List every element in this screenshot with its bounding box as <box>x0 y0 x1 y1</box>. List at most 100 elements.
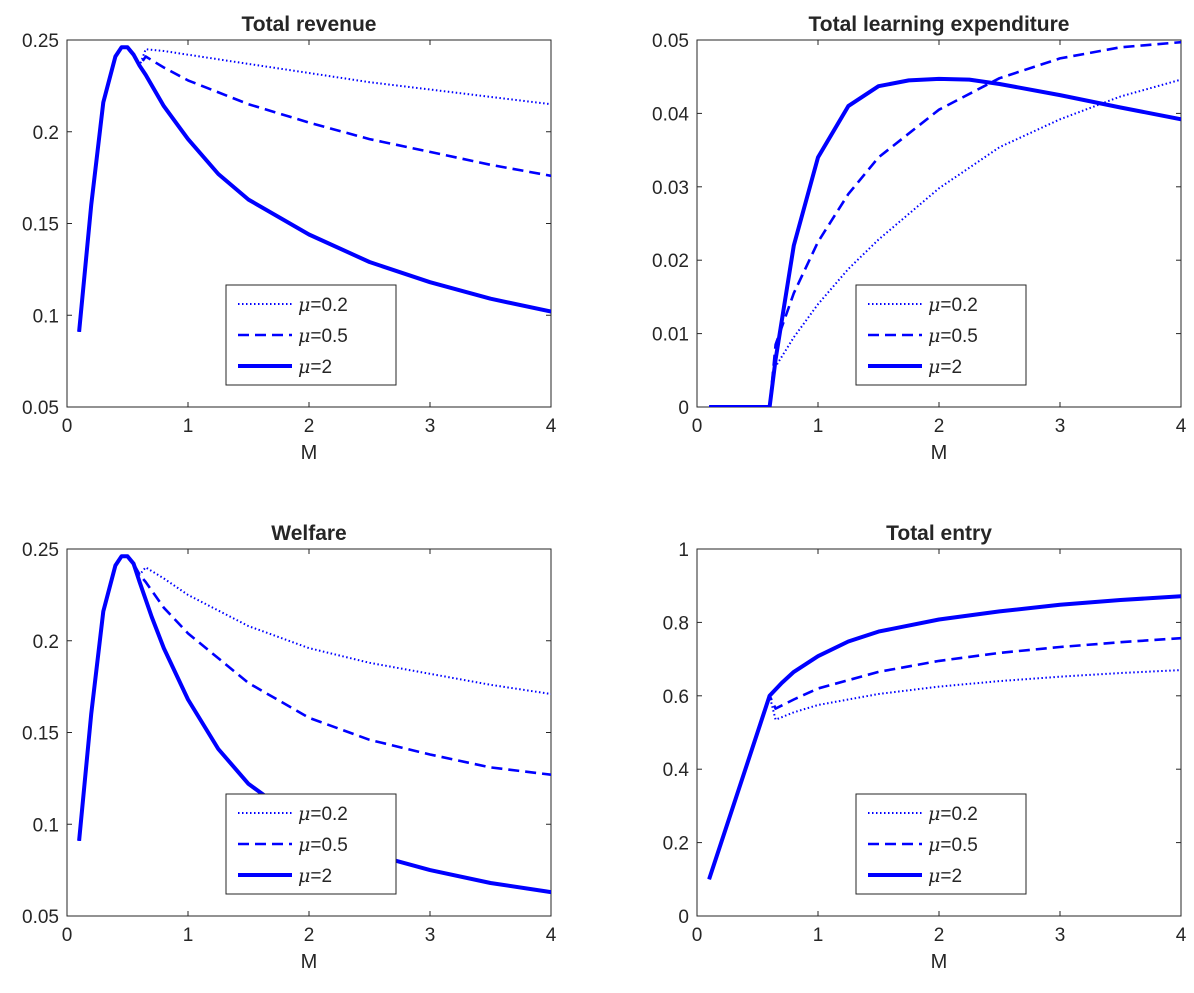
legend-series-name: =0.5 <box>310 326 348 347</box>
legend-mu-symbol: μ <box>298 294 310 316</box>
legend-mu-symbol: μ <box>298 865 310 887</box>
y-tick-label: 0.8 <box>663 613 689 634</box>
legend-mu-symbol: μ <box>928 294 940 316</box>
legend-mu-symbol: μ <box>928 356 940 378</box>
x-tick-label: 4 <box>1176 416 1187 437</box>
y-tick-label: 0.1 <box>33 815 59 836</box>
legend-entry: μ=0.2 <box>928 803 978 825</box>
y-tick-label: 0.15 <box>22 724 59 745</box>
y-tick-label: 0.04 <box>652 104 689 125</box>
y-tick-label: 0.05 <box>652 31 689 52</box>
x-tick-label: 2 <box>934 416 945 437</box>
chart-title: Welfare <box>271 522 346 545</box>
legend-mu-symbol: μ <box>298 803 310 825</box>
series-line-dotted <box>78 555 551 841</box>
series-line-solid <box>707 594 1181 880</box>
legend-mu-symbol: μ <box>928 325 940 347</box>
chart-title: Total learning expenditure <box>809 13 1070 36</box>
legend-box <box>855 284 1027 386</box>
legend-series-name: =0.2 <box>310 295 348 316</box>
y-tick-label: 0.25 <box>22 540 59 561</box>
x-tick-label: 0 <box>692 925 703 946</box>
x-axis-label: M <box>301 951 318 973</box>
x-tick-label: 4 <box>546 925 557 946</box>
y-tick-label: 0.1 <box>33 306 59 327</box>
x-tick-label: 1 <box>183 925 194 946</box>
legend-series-name: =0.2 <box>310 804 348 825</box>
legend-series-name: =0.5 <box>310 835 348 856</box>
legend-entry: μ=0.5 <box>298 325 348 347</box>
legend-entry: μ=0.5 <box>298 834 348 856</box>
series-line-dotted <box>78 46 551 332</box>
series-line-dashed <box>707 636 1181 880</box>
legend-series-name: =2 <box>940 357 962 378</box>
y-tick-label: 0.4 <box>663 760 690 781</box>
legend-mu-symbol: μ <box>928 865 940 887</box>
legend-entry: μ=0.5 <box>928 834 978 856</box>
x-tick-label: 1 <box>813 925 824 946</box>
x-axis-label: M <box>931 442 948 464</box>
legend-series-name: =0.5 <box>940 835 978 856</box>
x-tick-label: 0 <box>62 416 73 437</box>
y-tick-label: 0 <box>678 907 689 928</box>
x-axis-label: M <box>931 951 948 973</box>
legend-entry: μ=2 <box>298 356 332 378</box>
legend-box <box>225 284 397 386</box>
legend-series-name: =0.2 <box>940 295 978 316</box>
chart-title: Total entry <box>886 522 992 545</box>
legend-series-name: =2 <box>310 866 332 887</box>
legend-mu-symbol: μ <box>298 834 310 856</box>
y-tick-label: 0.05 <box>22 907 59 928</box>
x-tick-label: 4 <box>1176 925 1187 946</box>
series-line-dotted <box>708 669 1181 880</box>
legend-mu-symbol: μ <box>298 356 310 378</box>
y-tick-label: 0.2 <box>33 632 59 653</box>
x-tick-label: 2 <box>304 925 315 946</box>
y-tick-label: 1 <box>678 540 689 561</box>
series-line-solid <box>709 76 1181 407</box>
x-tick-label: 3 <box>425 925 436 946</box>
x-axis-label: M <box>301 442 318 464</box>
legend-entry: μ=2 <box>928 865 962 887</box>
legend-mu-symbol: μ <box>928 834 940 856</box>
chart-panel-3: 0 1 2 3 40.050.10.150.20.25WelfareMμ=0.2μ=0.… <box>22 522 557 973</box>
x-tick-label: 1 <box>813 416 824 437</box>
legend-mu-symbol: μ <box>298 325 310 347</box>
y-tick-label: 0.01 <box>652 325 689 346</box>
x-tick-label: 3 <box>425 416 436 437</box>
legend-series-name: =2 <box>940 866 962 887</box>
y-tick-label: 0.25 <box>22 31 59 52</box>
legend: μ=0.2μ=0.5μ=2 <box>225 284 397 386</box>
series-line-dotted <box>709 78 1181 407</box>
y-tick-label: 0.15 <box>22 215 59 236</box>
x-tick-label: 3 <box>1055 416 1066 437</box>
legend-entry: μ=2 <box>298 865 332 887</box>
x-tick-label: 0 <box>692 416 703 437</box>
y-tick-label: 0.05 <box>22 398 59 419</box>
legend: μ=0.2μ=0.5μ=2 <box>855 284 1027 386</box>
x-tick-label: 2 <box>304 416 315 437</box>
legend-entry: μ=0.5 <box>928 325 978 347</box>
legend-series-name: =0.2 <box>940 804 978 825</box>
legend-entry: μ=0.2 <box>928 294 978 316</box>
legend-box <box>855 793 1027 895</box>
series-line-solid <box>77 45 551 332</box>
x-tick-label: 2 <box>934 925 945 946</box>
y-tick-label: 0.02 <box>652 251 689 272</box>
y-tick-label: 0.2 <box>33 123 59 144</box>
legend-entry: μ=0.2 <box>298 803 348 825</box>
chart-title: Total revenue <box>242 13 377 36</box>
y-tick-label: 0.2 <box>663 834 689 855</box>
y-tick-label: 0.6 <box>663 687 689 708</box>
x-tick-label: 1 <box>183 416 194 437</box>
x-tick-label: 3 <box>1055 925 1066 946</box>
y-tick-label: 0 <box>678 398 689 419</box>
legend: μ=0.2μ=0.5μ=2 <box>855 793 1027 895</box>
legend: μ=0.2μ=0.5μ=2 <box>225 793 397 895</box>
legend-mu-symbol: μ <box>928 803 940 825</box>
legend-entry: μ=2 <box>928 356 962 378</box>
legend-series-name: =0.5 <box>940 326 978 347</box>
